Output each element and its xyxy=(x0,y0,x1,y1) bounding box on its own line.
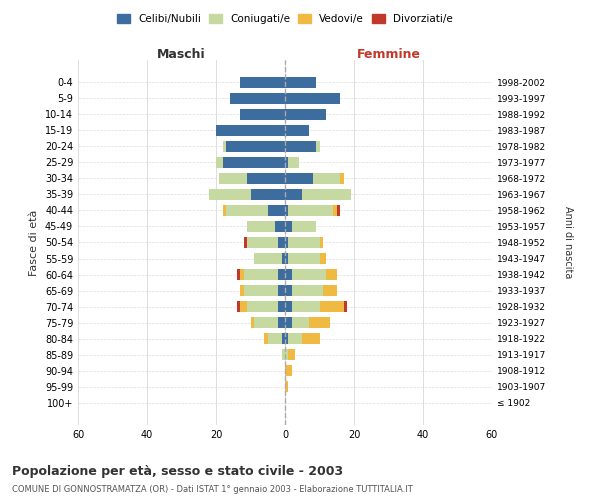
Bar xyxy=(292,221,316,232)
Text: Maschi: Maschi xyxy=(157,48,206,62)
Text: Femmine: Femmine xyxy=(356,48,421,62)
Bar xyxy=(244,285,278,296)
Bar xyxy=(285,301,292,312)
Bar xyxy=(216,156,223,168)
Bar xyxy=(251,317,254,328)
Bar xyxy=(323,285,337,296)
Bar xyxy=(223,156,285,168)
Bar xyxy=(289,156,299,168)
Bar xyxy=(316,140,320,152)
Bar xyxy=(285,205,289,216)
Bar xyxy=(285,108,326,120)
Bar xyxy=(320,237,323,248)
Bar xyxy=(278,269,285,280)
Bar xyxy=(285,285,292,296)
Bar xyxy=(285,349,289,360)
Bar xyxy=(285,365,292,376)
Bar xyxy=(220,173,247,184)
Legend: Celibi/Nubili, Coniugati/e, Vedovi/e, Divorziati/e: Celibi/Nubili, Coniugati/e, Vedovi/e, Di… xyxy=(114,10,456,27)
Bar xyxy=(334,205,337,216)
Bar xyxy=(292,269,326,280)
Bar xyxy=(254,253,281,264)
Bar xyxy=(344,301,347,312)
Bar xyxy=(292,301,320,312)
Bar xyxy=(209,189,251,200)
Bar xyxy=(251,189,285,200)
Bar xyxy=(240,269,244,280)
Bar xyxy=(289,237,320,248)
Bar xyxy=(285,317,292,328)
Bar xyxy=(278,237,285,248)
Bar xyxy=(285,237,289,248)
Bar xyxy=(268,205,285,216)
Bar xyxy=(244,269,278,280)
Bar xyxy=(240,301,247,312)
Bar xyxy=(223,140,226,152)
Bar xyxy=(265,333,268,344)
Bar xyxy=(278,317,285,328)
Bar xyxy=(289,333,302,344)
Bar xyxy=(285,173,313,184)
Bar xyxy=(216,124,285,136)
Bar xyxy=(247,221,275,232)
Bar xyxy=(313,173,340,184)
Bar xyxy=(285,381,289,392)
Bar xyxy=(309,317,330,328)
Bar xyxy=(285,92,340,104)
Bar xyxy=(268,333,281,344)
Bar xyxy=(278,301,285,312)
Bar xyxy=(285,76,316,88)
Bar xyxy=(237,269,240,280)
Y-axis label: Fasce di età: Fasce di età xyxy=(29,210,39,276)
Bar xyxy=(244,237,247,248)
Bar xyxy=(247,173,285,184)
Bar xyxy=(302,189,350,200)
Bar xyxy=(326,269,337,280)
Bar xyxy=(285,189,302,200)
Bar xyxy=(292,285,323,296)
Bar xyxy=(281,253,285,264)
Bar xyxy=(292,317,309,328)
Bar xyxy=(340,173,344,184)
Bar xyxy=(275,221,285,232)
Bar xyxy=(281,349,285,360)
Bar xyxy=(285,140,316,152)
Bar xyxy=(320,301,344,312)
Bar xyxy=(247,301,278,312)
Bar xyxy=(237,301,240,312)
Bar xyxy=(240,76,285,88)
Text: Popolazione per età, sesso e stato civile - 2003: Popolazione per età, sesso e stato civil… xyxy=(12,465,343,478)
Bar xyxy=(223,205,226,216)
Bar xyxy=(320,253,326,264)
Bar xyxy=(254,317,278,328)
Bar xyxy=(285,221,292,232)
Bar xyxy=(289,253,320,264)
Bar xyxy=(285,253,289,264)
Bar xyxy=(226,205,268,216)
Bar xyxy=(285,269,292,280)
Bar xyxy=(247,237,278,248)
Bar xyxy=(281,333,285,344)
Bar xyxy=(278,285,285,296)
Bar xyxy=(240,108,285,120)
Bar xyxy=(285,333,289,344)
Bar xyxy=(240,285,244,296)
Bar xyxy=(289,205,334,216)
Bar xyxy=(226,140,285,152)
Bar xyxy=(289,349,295,360)
Bar xyxy=(337,205,340,216)
Bar xyxy=(285,124,309,136)
Text: COMUNE DI GONNOSTRAMATZA (OR) - Dati ISTAT 1° gennaio 2003 - Elaborazione TUTTIT: COMUNE DI GONNOSTRAMATZA (OR) - Dati IST… xyxy=(12,485,413,494)
Bar xyxy=(285,156,289,168)
Y-axis label: Anni di nascita: Anni di nascita xyxy=(563,206,573,279)
Bar xyxy=(230,92,285,104)
Bar xyxy=(302,333,320,344)
